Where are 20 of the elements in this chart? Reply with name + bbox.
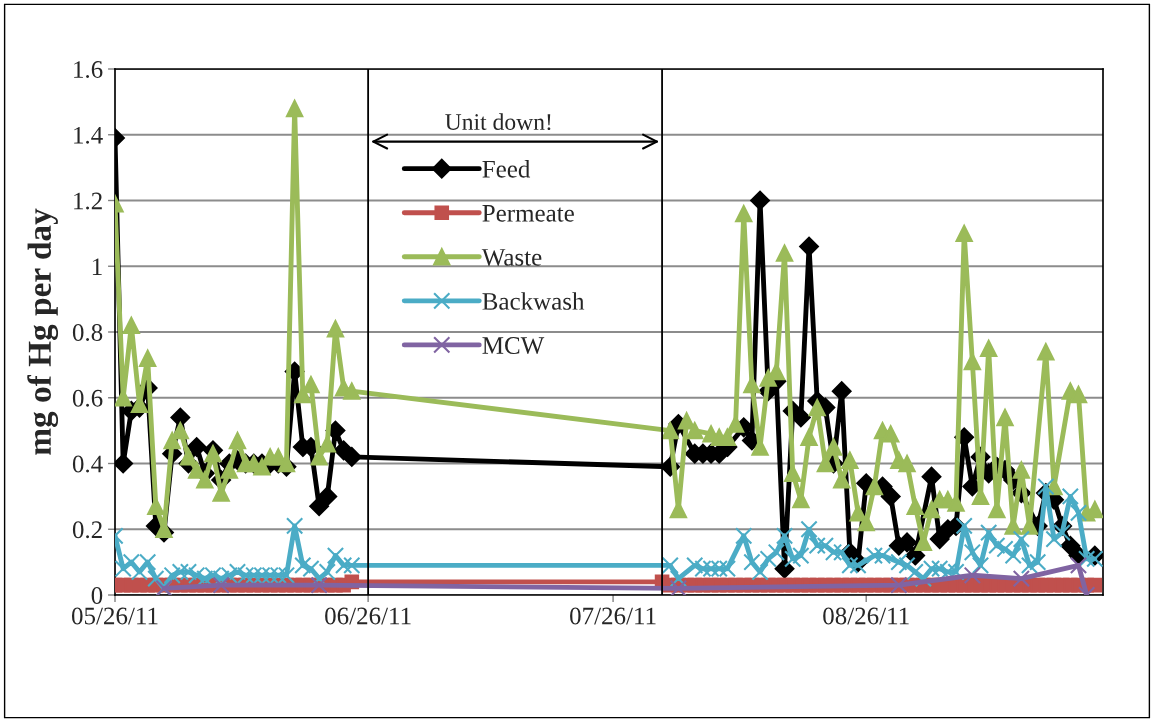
annotation: Unit down! xyxy=(445,113,551,131)
y-tick-label: 0.8 xyxy=(72,324,103,342)
legend-label: MCW xyxy=(482,337,545,355)
y-tick-label: 1.6 xyxy=(74,61,103,79)
x-tick-label: 05/26/11 xyxy=(71,607,158,625)
x-tick-label: 06/26/11 xyxy=(325,607,411,625)
y-tick-label: 0.4 xyxy=(72,455,103,473)
y-tick-label: 0 xyxy=(91,587,103,604)
legend-label: Feed xyxy=(482,160,531,178)
y-tick-label: 1.2 xyxy=(74,192,102,210)
legend-label: Waste xyxy=(481,249,542,266)
x-tick-label: 07/26/11 xyxy=(570,607,656,625)
y-axis-title: mg of Hg per day xyxy=(27,208,59,455)
legend-label: Backwash xyxy=(482,292,585,310)
x-tick-label: 08/26/11 xyxy=(823,607,909,625)
y-tick-label: 1 xyxy=(92,258,102,275)
legend-label: Permeate xyxy=(482,205,574,222)
y-tick-label: 0.6 xyxy=(72,389,103,407)
y-tick-label: 0.2 xyxy=(72,521,102,539)
y-tick-label: 1.4 xyxy=(74,126,103,144)
